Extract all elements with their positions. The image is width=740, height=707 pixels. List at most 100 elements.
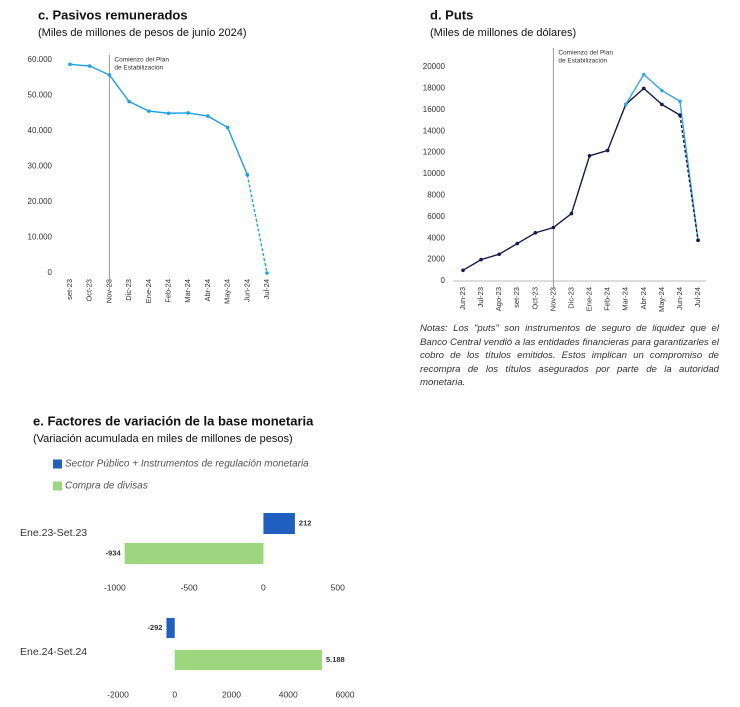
value-label: -292 xyxy=(147,623,162,632)
bar xyxy=(174,650,322,670)
point xyxy=(127,99,131,104)
x-tick-label: Jul-24 xyxy=(693,287,702,307)
x-tick-label: -1000 xyxy=(104,582,126,592)
point xyxy=(569,211,574,216)
x-tick-label: Ene-24 xyxy=(585,287,594,311)
line-series xyxy=(462,87,681,271)
point xyxy=(461,268,465,273)
note: Notas: Los "puts" son instrumentos de se… xyxy=(420,323,719,388)
point xyxy=(497,252,501,257)
x-tick-label: Oct-23 xyxy=(530,287,539,310)
y-tick-label: 50.000 xyxy=(28,91,53,100)
annotation-text: Comienzo del Plan xyxy=(114,57,169,64)
x-tick-label: Oct-23 xyxy=(85,279,94,302)
x-tick-label: 500 xyxy=(331,582,345,592)
value-label: -934 xyxy=(106,548,122,557)
value-label: 212 xyxy=(299,518,312,527)
point xyxy=(87,64,92,68)
annotation-text: de Estabilización xyxy=(558,58,607,65)
y-tick-label: Ene.24-Set.24 xyxy=(20,646,87,658)
point xyxy=(696,238,700,243)
point xyxy=(147,109,151,113)
x-tick-label: Jun-23 xyxy=(458,287,467,310)
y-tick-label: 4000 xyxy=(427,233,445,242)
y-tick-label: 0 xyxy=(441,276,446,285)
y-tick-label: 10.000 xyxy=(28,233,53,242)
bar xyxy=(263,513,295,534)
point xyxy=(660,102,664,107)
x-tick-label: -2000 xyxy=(107,689,129,699)
legend-swatch xyxy=(53,459,62,469)
x-tick-label: Feb-24 xyxy=(163,279,172,303)
y-tick-label: 60.000 xyxy=(28,55,53,64)
x-tick-label: Ago-23 xyxy=(494,287,503,311)
x-tick-label: 4000 xyxy=(279,689,298,699)
x-tick-label: set-23 xyxy=(512,287,521,308)
point xyxy=(479,257,483,262)
point xyxy=(515,241,520,246)
y-tick-label: 2000 xyxy=(427,255,445,264)
point xyxy=(623,102,628,107)
point xyxy=(678,99,682,104)
point xyxy=(68,62,72,67)
annotation-text: de Estabilización xyxy=(114,65,163,72)
x-tick-label: May-24 xyxy=(223,279,232,304)
x-tick-label: Jun-24 xyxy=(242,279,251,302)
legend-label: Sector Público + Instrumentos de regulac… xyxy=(65,459,309,470)
x-tick-label: Jun-24 xyxy=(675,287,684,310)
y-tick-label: 40.000 xyxy=(28,126,53,135)
x-tick-label: 0 xyxy=(261,582,266,592)
y-tick-label: 20000 xyxy=(423,62,446,71)
y-tick-label: 12000 xyxy=(423,148,446,157)
point xyxy=(660,88,664,93)
y-tick-label: 14000 xyxy=(423,126,446,135)
chart-subtitle: (Miles de millones de pesos de junio 202… xyxy=(38,27,247,39)
x-tick-label: Jul-23 xyxy=(476,287,485,307)
chart-subtitle: (Miles de millones de dólares) xyxy=(430,27,576,39)
x-tick-label: May-24 xyxy=(657,287,666,312)
bar xyxy=(166,618,175,638)
legend-label: Compra de divisas xyxy=(65,481,148,492)
value-label: 5.188 xyxy=(326,655,345,664)
line-series xyxy=(69,63,248,175)
x-tick-label: Abr-24 xyxy=(639,287,648,310)
y-tick-label: 20.000 xyxy=(28,197,53,206)
point xyxy=(166,111,171,116)
point xyxy=(186,111,190,115)
point xyxy=(265,271,269,275)
point xyxy=(587,154,592,158)
x-tick-label: Feb-24 xyxy=(603,287,612,311)
point xyxy=(605,148,610,153)
x-tick-label: Nov-23 xyxy=(104,279,113,303)
bar xyxy=(124,543,264,564)
x-tick-label: 0 xyxy=(172,689,177,699)
y-tick-label: 18000 xyxy=(423,84,446,93)
chart-title: c. Pasivos remunerados xyxy=(38,7,188,22)
line-series xyxy=(625,73,699,241)
point xyxy=(642,86,646,91)
y-tick-label: 10000 xyxy=(423,169,446,178)
point xyxy=(551,225,556,230)
point xyxy=(245,172,250,177)
x-tick-label: Jul-24 xyxy=(262,279,271,299)
x-tick-label: Abr-24 xyxy=(203,279,212,302)
y-tick-label: 6000 xyxy=(427,212,445,221)
chart-title: e. Factores de variación de la base mone… xyxy=(33,413,314,428)
x-tick-label: set-23 xyxy=(65,279,74,300)
line-series xyxy=(679,115,699,241)
x-tick-label: 6000 xyxy=(336,689,355,699)
x-tick-label: Dic-23 xyxy=(124,279,133,301)
chart-subtitle: (Variación acumulada en miles de millone… xyxy=(33,433,293,445)
y-tick-label: 8000 xyxy=(427,191,445,200)
x-tick-label: Ene-24 xyxy=(144,279,153,303)
point xyxy=(678,113,682,117)
y-tick-label: Ene.23-Set.23 xyxy=(20,527,87,539)
line-series xyxy=(246,174,268,274)
x-tick-label: Dic-23 xyxy=(566,287,575,309)
x-tick-label: 2000 xyxy=(222,689,241,699)
y-tick-label: 0 xyxy=(48,268,53,277)
annotation-text: Comienzo del Plan xyxy=(558,50,613,57)
point xyxy=(225,125,230,130)
point xyxy=(642,72,646,77)
